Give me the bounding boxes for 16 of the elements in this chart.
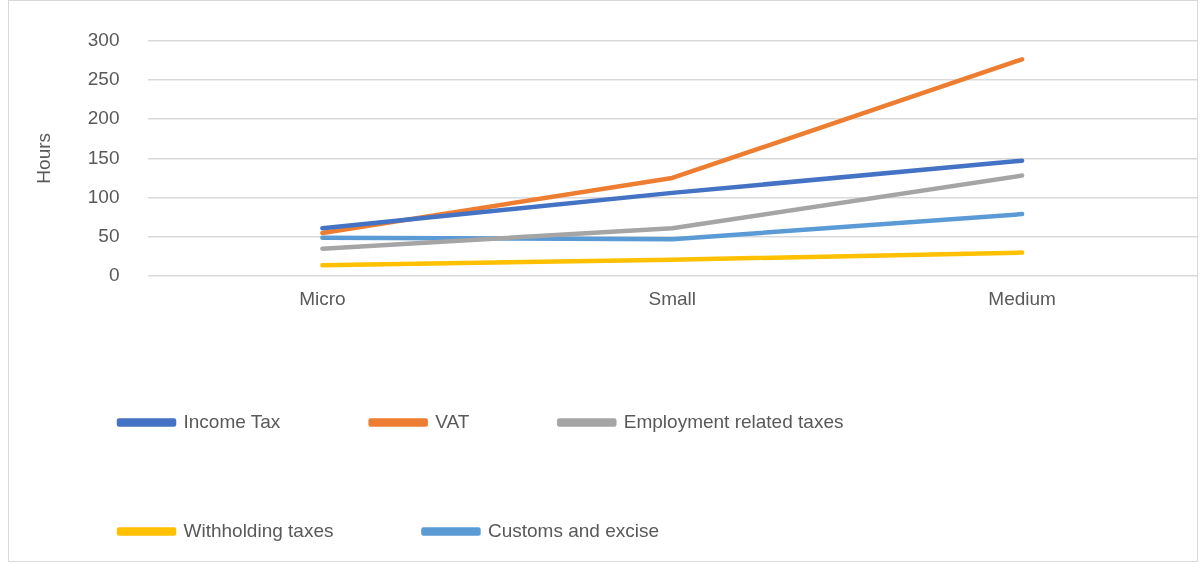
y-tick-label: 0 [108,264,120,286]
x-tick-label: Micro [299,287,346,309]
y-tick-label: 200 [87,107,120,129]
legend-label: Withholding taxes [183,519,334,541]
legend-label: VAT [435,410,470,432]
y-axis-title: Hours [32,132,54,184]
x-tick-label: Medium [988,287,1056,309]
y-tick-label: 50 [98,225,120,247]
x-tick-label: Small [648,287,697,309]
y-tick-label: 100 [87,185,120,207]
legend-label: Customs and excise [487,519,660,541]
legend-label: Employment related taxes [623,410,844,432]
y-tick-label: 150 [87,146,120,168]
y-tick-label: 300 [87,28,120,50]
y-tick-label: 250 [87,67,120,89]
legend-label: Income Tax [183,410,281,432]
